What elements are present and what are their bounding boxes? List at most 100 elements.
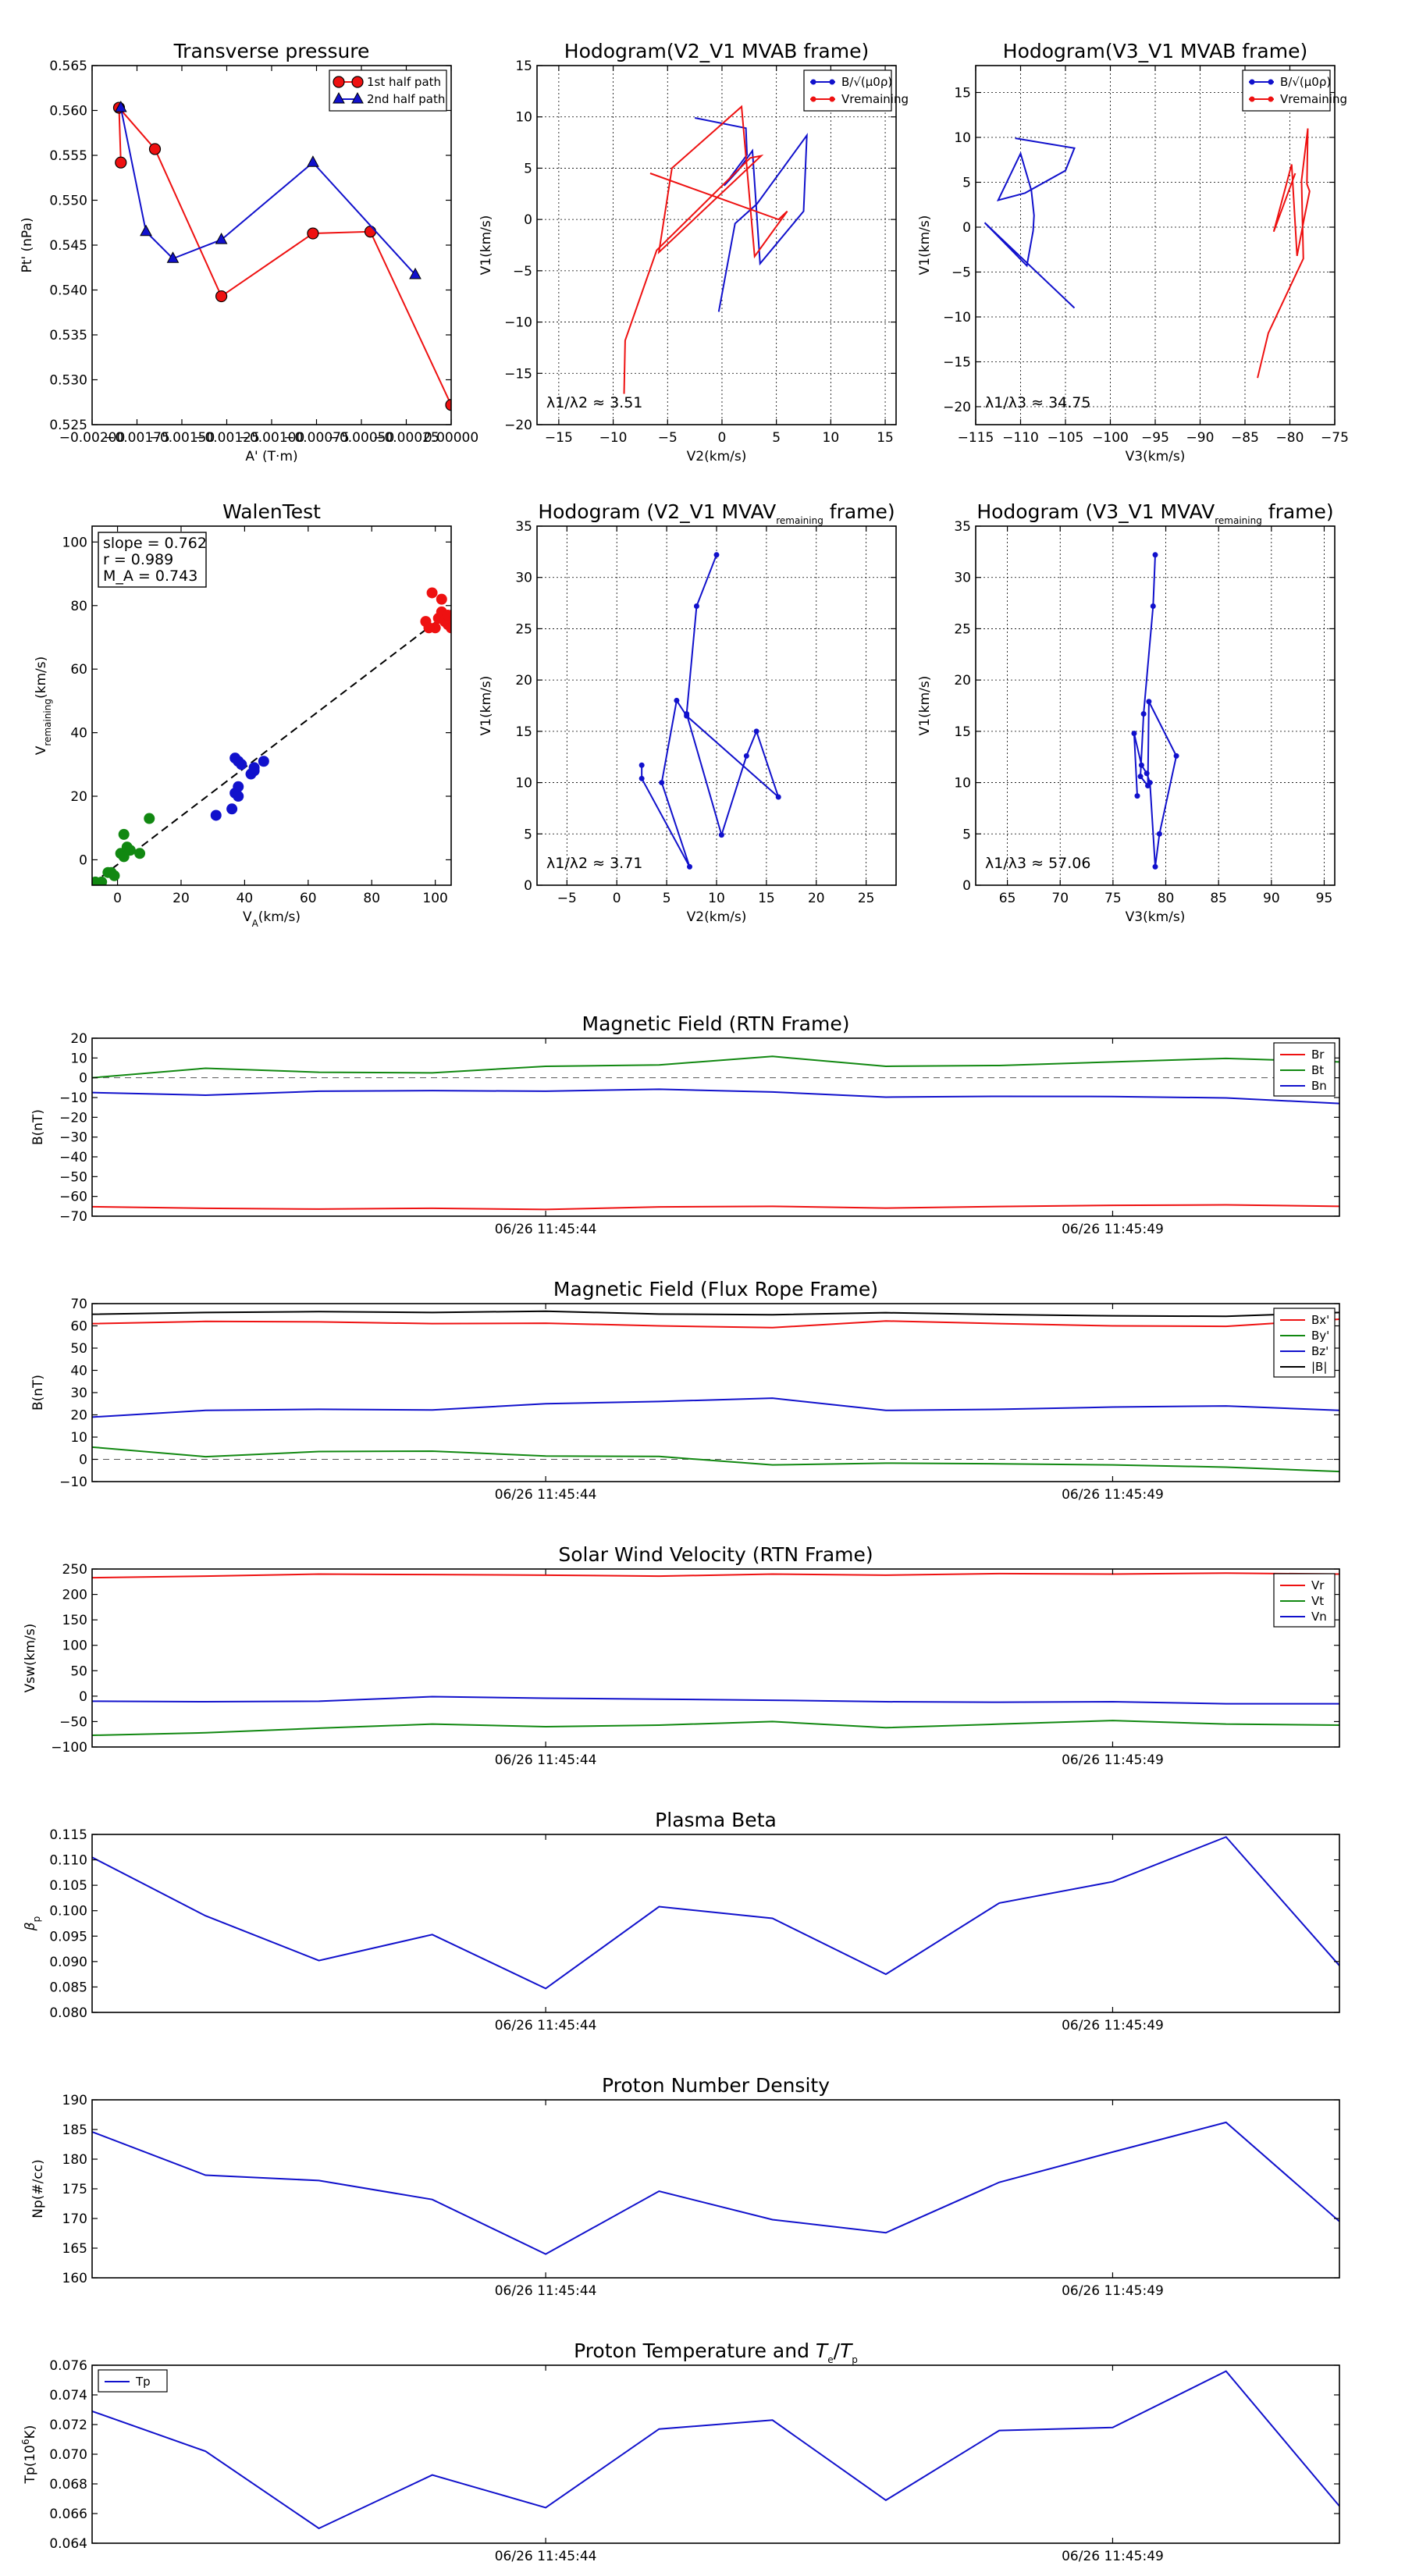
x-tick-label: 85 <box>1210 891 1227 906</box>
text-part: Tp(10 <box>23 2445 38 2484</box>
axes-frame <box>91 2364 1340 2544</box>
x-tick-label: −85 <box>1231 430 1259 446</box>
axes-frame <box>91 1037 1340 1217</box>
y-tick-label: 20 <box>954 673 971 688</box>
plot-area <box>92 587 451 885</box>
axes-frame <box>91 65 452 425</box>
x-tick-label: 06/26 11:45:44 <box>495 1752 597 1768</box>
chart-title: Hodogram (V2_V1 MVAVremaining frame) <box>538 500 895 526</box>
y-axis-label: Np(#/cc) <box>30 2159 46 2218</box>
chart-title: Magnetic Field (RTN Frame) <box>582 1012 850 1035</box>
x-tick-label: −0.00025 <box>373 430 439 446</box>
data-point <box>124 845 136 856</box>
y-tick-label: 0 <box>79 1689 87 1705</box>
legend-label: B/√(μ0ρ) <box>1280 75 1331 89</box>
x-tick-label: −100 <box>1092 430 1129 446</box>
y-tick-label: −100 <box>51 1740 87 1756</box>
series-line-V <box>1133 554 1178 867</box>
y-tick-label: 185 <box>62 2122 87 2138</box>
legend-label: Br <box>1311 1048 1325 1062</box>
y-tick-label: −15 <box>504 366 532 382</box>
data-point <box>1173 753 1179 759</box>
x-axis-label: V3(km/s) <box>1126 449 1186 464</box>
y-tick-label: 0.064 <box>49 2536 87 2552</box>
x-tick-label: −0.00150 <box>149 430 215 446</box>
y-tick-label: 0.550 <box>49 194 87 209</box>
y-tick-label: −50 <box>59 1169 87 1185</box>
y-tick-label: 15 <box>954 724 971 740</box>
chart-title: Proton Number Density <box>602 2074 830 2097</box>
x-tick-label: 10 <box>708 891 725 906</box>
y-axis-label-group: βp <box>23 1916 42 1931</box>
y-tick-label: 70 <box>70 1297 87 1312</box>
data-point <box>638 762 645 768</box>
series-line-Br <box>92 1204 1339 1211</box>
x-tick-label: −0.00200 <box>59 430 126 446</box>
y-axis-label: B(nT) <box>30 1375 46 1411</box>
plot-area <box>623 105 808 394</box>
y-tick-label: −10 <box>59 1475 87 1490</box>
y-axis-label: Pt' (nPa) <box>20 218 35 273</box>
x-tick-label: 06/26 11:45:49 <box>1062 2283 1164 2299</box>
y-tick-label: 200 <box>62 1588 87 1603</box>
axes-frame <box>536 65 897 425</box>
data-point <box>1137 774 1144 780</box>
legend-marker <box>810 79 816 85</box>
y-tick-label: 10 <box>515 776 532 792</box>
data-point <box>364 226 377 238</box>
y-tick-label: 0.525 <box>49 418 87 433</box>
y-tick-label: 15 <box>515 724 532 740</box>
y-axis-label-group: Np(#/cc) <box>30 2159 46 2218</box>
y-tick-label: 0.066 <box>49 2507 87 2522</box>
x-axis-label: V2(km/s) <box>687 909 747 925</box>
y-tick-label: 30 <box>954 571 971 586</box>
data-point <box>409 267 422 279</box>
y-axis-label: Tp(106K) <box>20 2425 38 2485</box>
y-tick-label: 35 <box>515 519 532 535</box>
data-point <box>258 756 269 767</box>
y-tick-label: 40 <box>70 726 87 742</box>
y-tick-label: 0.540 <box>49 283 87 299</box>
x-tick-label: 100 <box>422 891 447 906</box>
x-tick-label: 5 <box>663 891 671 906</box>
y-tick-label: 60 <box>70 662 87 678</box>
legend-label: Vr <box>1311 1578 1325 1592</box>
series-line-Vremaining <box>1257 128 1311 379</box>
y-tick-label: 20 <box>515 673 532 688</box>
x-tick-label: 06/26 11:45:44 <box>495 1222 597 1237</box>
legend-label: Bx' <box>1311 1313 1329 1327</box>
text-part: remaining <box>42 699 53 746</box>
y-tick-label: 0.105 <box>49 1878 87 1894</box>
y-tick-label: −5 <box>513 264 532 279</box>
legend-marker <box>1249 96 1255 102</box>
chart-title: Solar Wind Velocity (RTN Frame) <box>558 1543 873 1566</box>
series-line-Bn <box>92 1088 1339 1105</box>
y-axis-label: V1(km/s) <box>478 676 494 736</box>
data-point <box>426 587 438 599</box>
ratio-annotation: λ1/λ2 ≈ 3.71 <box>546 855 642 872</box>
y-tick-label: 10 <box>954 130 971 146</box>
chart-mag_fr: 06/26 11:45:44 06/26 11:45:49 −10 0 10 20 30 40… <box>30 1278 1340 1503</box>
plot-area <box>92 2121 1339 2255</box>
text-part: e <box>827 2354 833 2365</box>
data-point <box>233 781 244 792</box>
y-tick-label: 0.535 <box>49 328 87 343</box>
data-point <box>775 794 781 800</box>
x-tick-label: −0.00050 <box>329 430 395 446</box>
y-tick-label: 10 <box>70 1430 87 1446</box>
data-point <box>1131 730 1137 736</box>
y-tick-label: 150 <box>62 1613 87 1628</box>
y-tick-label: 80 <box>70 599 87 614</box>
y-tick-label: 35 <box>954 519 971 535</box>
y-axis-label-group: V1(km/s) <box>917 676 933 736</box>
data-point <box>1152 552 1158 558</box>
x-tick-label: 95 <box>1316 891 1333 906</box>
series-line-Vn <box>92 1695 1339 1705</box>
legend-label: Bn <box>1311 1079 1327 1093</box>
data-point <box>436 593 447 605</box>
chart-hodo4: 65 70 75 80 85 90 95 0 5 10 15 20 25 30 35 Hodogram (V3… <box>917 500 1336 925</box>
data-point <box>210 809 222 821</box>
x-tick-label: 06/26 11:45:49 <box>1062 1752 1164 1768</box>
y-tick-label: 15 <box>954 86 971 101</box>
y-axis-label-group: V1(km/s) <box>478 215 494 276</box>
